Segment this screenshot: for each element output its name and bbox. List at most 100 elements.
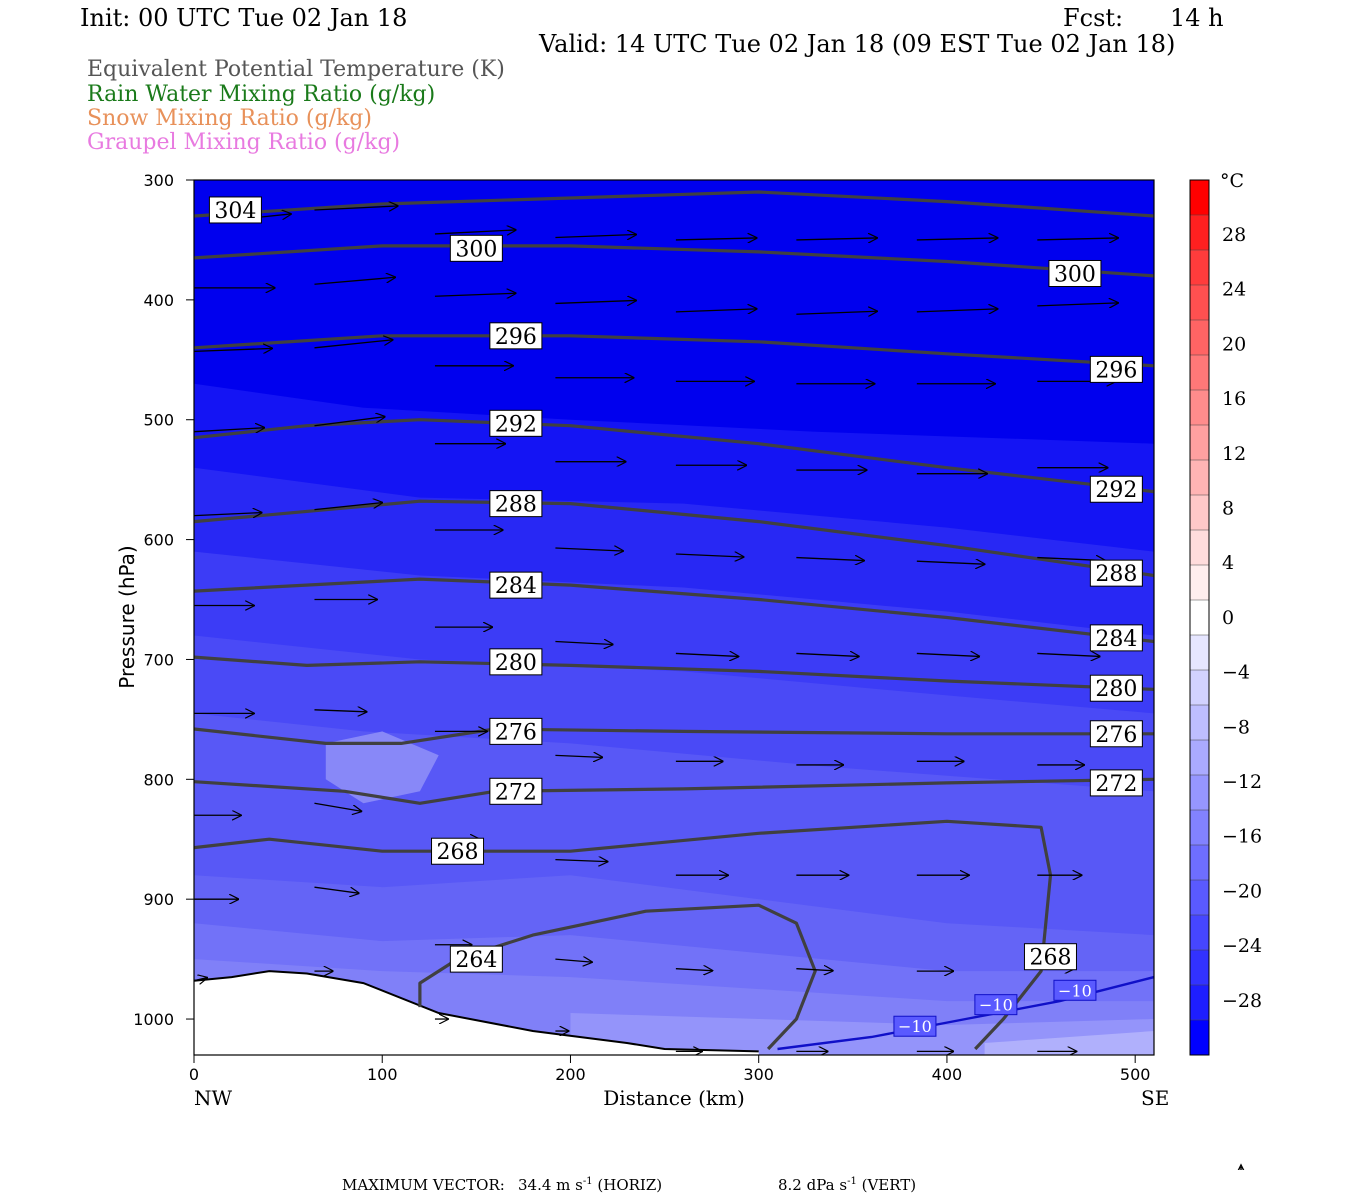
colorbar-swatch xyxy=(1190,880,1209,916)
colorbar-swatch xyxy=(1190,355,1209,391)
colorbar-tick-label: −4 xyxy=(1222,662,1250,684)
temperature-band xyxy=(325,731,439,804)
theta-e-label: 292 xyxy=(495,412,537,437)
theta-e-label: 300 xyxy=(455,237,497,262)
plot-frame xyxy=(193,179,1155,1056)
y-tick-label: 700 xyxy=(143,650,174,669)
wind-vector xyxy=(314,503,382,511)
wind-vector xyxy=(314,340,392,349)
colorbar-swatch xyxy=(1190,740,1209,776)
theta-e-label-box xyxy=(449,234,503,262)
wind-vector xyxy=(916,561,985,564)
colorbar-swatch xyxy=(1190,250,1209,286)
wind-vector xyxy=(916,238,998,240)
theta-e-label-box xyxy=(489,490,543,518)
colorbar-tick-label: −20 xyxy=(1222,880,1262,902)
theta-e-label-box xyxy=(1089,355,1143,383)
colorbar-swatch xyxy=(1190,670,1209,706)
y-tick-label: 1000 xyxy=(133,1010,174,1029)
y-tick-label: 900 xyxy=(143,890,174,909)
isotherm-label: −10 xyxy=(979,996,1013,1015)
theta-e-contour xyxy=(194,418,1154,494)
colorbar-swatch xyxy=(1190,1020,1209,1056)
theta-e-label-box xyxy=(449,945,503,973)
colorbar-swatch xyxy=(1190,285,1209,321)
colorbar-swatch xyxy=(1190,600,1209,636)
theta-e-label-box xyxy=(489,777,543,805)
y-axis-title: Pressure (hPa) xyxy=(115,545,139,688)
x-tick-label: 300 xyxy=(743,1065,774,1084)
colorbar-swatch xyxy=(1190,390,1209,426)
theta-e-label: 288 xyxy=(495,493,537,518)
wind-vector xyxy=(434,230,516,234)
legend-graupel: Graupel Mixing Ratio (g/kg) xyxy=(87,130,401,155)
forecast-label: Fcst: xyxy=(1063,4,1124,32)
x-tick-label: 200 xyxy=(555,1065,586,1084)
max-vector-label: MAXIMUM VECTOR: xyxy=(342,1176,505,1194)
theta-e-label-box xyxy=(1089,624,1143,652)
theta-e-label: 280 xyxy=(495,651,537,676)
theta-e-label-box xyxy=(489,571,543,599)
theta-e-label-box xyxy=(1089,720,1143,748)
reference-vector xyxy=(1237,1163,1245,1170)
theta-e-label: 268 xyxy=(437,840,479,865)
colorbar-unit: °C xyxy=(1220,170,1244,192)
colorbar-swatch xyxy=(1190,775,1209,811)
theta-e-label: 272 xyxy=(495,780,537,805)
colorbar-tick-label: 24 xyxy=(1222,279,1246,301)
max-vector-horizontal: 34.4 m s-1 (HORIZ) xyxy=(518,1176,663,1194)
colorbar-tick-label: 28 xyxy=(1222,224,1246,246)
theta-e-label-box xyxy=(1089,674,1143,702)
terrain-fill xyxy=(194,971,759,1055)
theta-e-contour xyxy=(194,190,1154,218)
theta-e-contour xyxy=(418,903,817,1051)
wind-vector xyxy=(314,886,358,893)
wind-vector xyxy=(314,417,384,427)
colorbar-swatch xyxy=(1190,320,1209,356)
colorbar-swatch xyxy=(1190,705,1209,741)
wind-vector xyxy=(555,300,636,303)
wind-vector xyxy=(314,802,361,811)
theta-e-label-box xyxy=(1089,559,1143,587)
theta-e-label: 284 xyxy=(1095,627,1137,652)
colorbar-swatch xyxy=(1190,985,1209,1021)
theta-e-label: 296 xyxy=(495,325,537,350)
theta-e-label: 264 xyxy=(455,948,497,973)
colorbar-tick-label: −16 xyxy=(1222,826,1262,848)
colorbar-tick-label: 20 xyxy=(1222,333,1246,355)
theta-e-contour xyxy=(194,244,1154,278)
wind-vector xyxy=(1037,303,1118,306)
x-tick-label: 500 xyxy=(1120,1065,1151,1084)
y-tick-label: 400 xyxy=(143,291,174,310)
theta-e-contour xyxy=(194,577,1154,644)
legend-theta-e: Equivalent Potential Temperature (K) xyxy=(87,57,505,82)
wind-vector xyxy=(675,554,744,557)
theta-e-label: 272 xyxy=(1095,772,1137,797)
theta-e-contour xyxy=(194,655,1154,691)
colorbar-tick-label: 16 xyxy=(1222,388,1246,410)
wind-vector xyxy=(555,235,636,238)
x-tick-label: 0 xyxy=(189,1065,199,1084)
isotherm-label-box xyxy=(1053,979,1097,1001)
colorbar-swatch xyxy=(1190,915,1209,951)
colorbar-tick-label: 12 xyxy=(1222,443,1246,465)
colorbar-swatch xyxy=(1190,460,1209,496)
wind-vector xyxy=(916,653,979,656)
theta-e-label: 296 xyxy=(1095,358,1137,383)
isotherm-label-box xyxy=(893,1015,937,1037)
theta-e-label: 276 xyxy=(1095,723,1137,748)
y-tick-label: 500 xyxy=(143,411,174,430)
wind-vector xyxy=(796,653,858,656)
y-tick-label: 600 xyxy=(143,531,174,550)
colorbar-swatch xyxy=(1190,565,1209,601)
colorbar-swatch xyxy=(1190,495,1209,531)
wind-vector xyxy=(434,293,516,296)
wind-vector xyxy=(194,348,272,351)
cross-section-chart: −10−10−103043003002962962922922882882842… xyxy=(115,170,1262,1170)
isotherm-label: −10 xyxy=(898,1017,932,1036)
legend-snow: Snow Mixing Ratio (g/kg) xyxy=(87,106,372,131)
theta-e-label-box xyxy=(489,648,543,676)
theta-e-label: 284 xyxy=(495,574,537,599)
theta-e-label-box xyxy=(489,322,543,350)
max-vector-vertical: 8.2 dPa s-1 (VERT) xyxy=(778,1176,917,1194)
